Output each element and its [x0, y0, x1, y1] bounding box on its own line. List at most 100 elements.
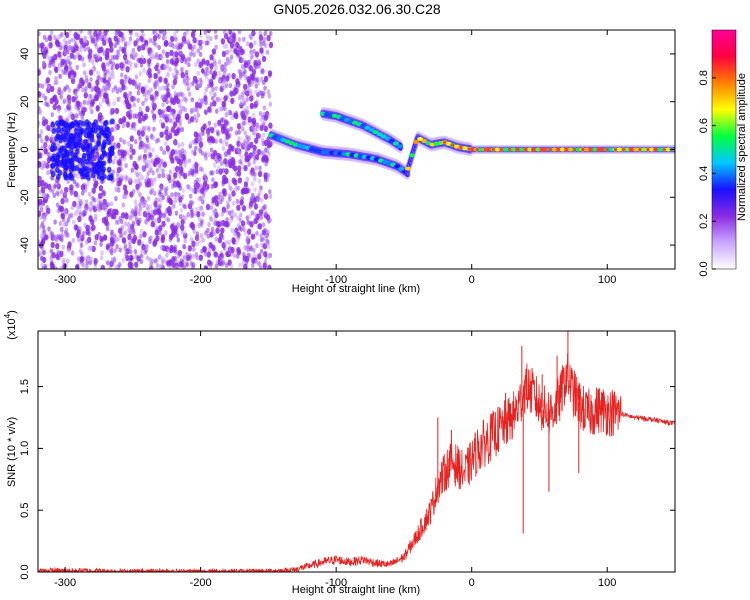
- spectrogram-noise-blob: [132, 52, 137, 58]
- spectrogram-noise-blob: [74, 137, 79, 144]
- spectrogram-noise-blob: [184, 158, 189, 164]
- spectrogram-noise-blob: [131, 237, 137, 245]
- spectrogram-noise-blob: [98, 35, 102, 42]
- spectrogram-noise-blob: [250, 233, 256, 240]
- spectrogram-noise-blob: [118, 215, 122, 221]
- spectrogram-noise-blob: [205, 70, 210, 76]
- spectrogram-ridge-core: [657, 147, 664, 152]
- spectrogram-noise-blob: [200, 67, 205, 73]
- spectrogram-noise-blob: [259, 197, 264, 203]
- spectrogram-noise-blob: [146, 70, 150, 76]
- spectrogram-noise-blob: [201, 237, 205, 243]
- snr-plot-area: [38, 331, 675, 572]
- spectrogram-noise-blob: [206, 30, 211, 34]
- spectrogram-noise-blob: [180, 147, 185, 154]
- spectrogram-noise-blob: [40, 222, 44, 228]
- spectrogram-noise-blob: [153, 177, 157, 183]
- spectrogram-noise-blob: [160, 185, 164, 192]
- spectrogram-noise-blob: [65, 258, 70, 264]
- spectrogram-noise-blob: [104, 54, 110, 61]
- spectrogram-noise-blob: [58, 119, 64, 126]
- spectrogram-noise-blob: [88, 69, 94, 76]
- spectrogram-noise-blob: [249, 141, 254, 149]
- spectrogram-ridge-peak: [548, 147, 552, 152]
- spectrogram-noise-blob: [165, 91, 171, 98]
- spectrogram-noise-blob: [120, 72, 124, 78]
- spectrogram-noise-blob: [253, 187, 257, 193]
- spectrogram-noise-blob: [209, 135, 214, 143]
- spectrogram-noise-blob: [76, 237, 81, 243]
- spectrogram-noise-blob: [164, 113, 168, 119]
- spectrogram-noise-blob: [128, 240, 132, 246]
- spectrogram-noise-blob: [81, 152, 87, 159]
- spectrogram-noise-blob: [85, 255, 90, 261]
- spectrogram-ridge-core: [360, 123, 367, 128]
- spectrogram-ridge-core: [510, 147, 517, 152]
- spectrogram-noise-blob: [50, 162, 56, 169]
- spectrogram-noise-blob: [82, 166, 88, 173]
- spectrogram-noise-blob: [62, 191, 67, 197]
- spectrogram-noise-blob: [129, 64, 133, 70]
- spectrogram-noise-blob: [191, 253, 195, 259]
- spectrogram-noise-blob: [225, 49, 230, 55]
- snr-x-tick-label: -300: [54, 577, 76, 589]
- spectrogram-noise-blob: [179, 166, 184, 173]
- spectrogram-noise-blob: [38, 176, 43, 182]
- spectrogram-noise-blob: [55, 79, 59, 85]
- spectrogram-noise-blob: [84, 74, 89, 81]
- spectrogram-noise-blob: [159, 158, 164, 164]
- spectrogram-noise-blob: [91, 195, 95, 201]
- spectrogram-noise-blob: [181, 188, 186, 194]
- spectrogram-noise-blob: [204, 187, 208, 193]
- spectrogram-noise-blob: [87, 246, 92, 252]
- spectrogram-noise-blob: [132, 160, 137, 168]
- spectrogram-noise-blob: [191, 240, 196, 247]
- spectrogram-noise-blob: [234, 239, 239, 245]
- spectrogram-noise-blob: [155, 235, 160, 242]
- spectrogram-noise-blob: [180, 224, 185, 231]
- spectrogram-noise-blob: [76, 86, 80, 92]
- spectrogram-noise-blob: [245, 237, 249, 243]
- spectrogram-noise-blob: [123, 243, 128, 249]
- spectrogram-noise-blob: [231, 190, 236, 197]
- spectrogram-noise-blob: [213, 181, 219, 188]
- spectrogram-ridge-core: [478, 147, 485, 152]
- spectrogram-noise-blob: [187, 245, 193, 252]
- spectrogram-noise-blob: [179, 99, 183, 105]
- spectrogram-noise-blob: [161, 101, 165, 107]
- spectrogram-noise-blob: [228, 249, 232, 255]
- spectrogram-noise-blob: [170, 111, 174, 117]
- spectrogram-noise-blob: [250, 103, 255, 109]
- spectrogram-noise-blob: [159, 131, 164, 138]
- spectrogram-ridge-peak: [508, 147, 512, 152]
- spectrogram-noise-blob: [166, 72, 170, 78]
- spectrogram-ridge-peak: [483, 147, 487, 152]
- spectrogram-noise-blob: [193, 61, 198, 68]
- snr-y-tick-label: 0.5: [19, 503, 31, 518]
- spectrogram-noise-blob: [54, 75, 58, 81]
- spectrogram-noise-blob: [84, 199, 89, 205]
- spectrogram-noise-blob: [237, 30, 242, 35]
- spectrogram-noise-blob: [145, 89, 149, 96]
- spectrogram-noise-blob: [106, 210, 111, 218]
- spectrogram-noise-blob: [59, 127, 64, 134]
- spectrogram-noise-blob: [194, 162, 199, 169]
- spectrogram-noise-blob: [141, 243, 146, 251]
- spectrogram-noise-blob: [129, 30, 133, 36]
- spectrogram-noise-blob: [222, 245, 227, 251]
- spectrogram-noise-blob: [263, 177, 268, 183]
- spectrogram-noise-blob: [230, 145, 235, 152]
- spectrogram-noise-blob: [102, 50, 106, 56]
- spectrogram-noise-blob: [183, 204, 187, 210]
- spectrogram-noise-blob: [93, 216, 98, 222]
- spectrogram-noise-blob: [201, 99, 205, 105]
- spectrogram-noise-blob: [90, 172, 96, 179]
- spectrogram-noise-blob: [245, 140, 250, 146]
- spectrogram-noise-blob: [173, 31, 177, 37]
- spectrogram-noise-blob: [227, 181, 231, 187]
- spectrogram-noise-blob: [176, 237, 181, 243]
- spectrogram-noise-blob: [214, 34, 218, 40]
- spectrogram-noise-blob: [252, 48, 256, 54]
- spectrogram-noise-blob: [129, 135, 134, 142]
- spectrogram-noise-blob: [173, 172, 178, 179]
